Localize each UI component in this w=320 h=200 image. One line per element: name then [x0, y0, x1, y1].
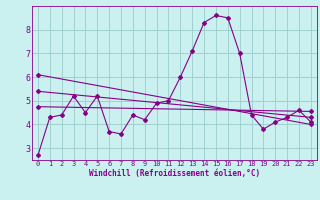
X-axis label: Windchill (Refroidissement éolien,°C): Windchill (Refroidissement éolien,°C): [89, 169, 260, 178]
